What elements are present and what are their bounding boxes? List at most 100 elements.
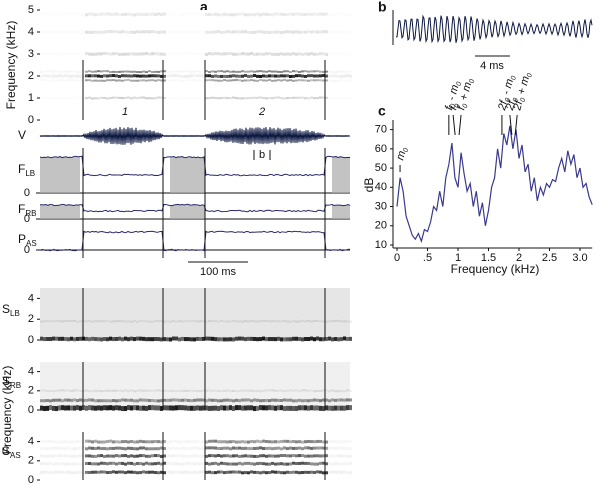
spectrogram-band xyxy=(73,454,76,458)
spectrogram-band xyxy=(241,446,244,450)
spectrogram-band xyxy=(58,74,61,78)
spectrogram-band xyxy=(259,454,262,458)
spectrogram-band xyxy=(244,405,247,411)
spectrogram-band xyxy=(160,405,163,411)
spectrogram-band xyxy=(151,405,154,411)
spectrogram-band xyxy=(52,71,55,73)
spectrogram-band xyxy=(349,320,352,323)
y-tick-label: 4 xyxy=(28,26,34,38)
spectrogram-band xyxy=(73,462,76,466)
spectrogram-band xyxy=(346,454,349,458)
spectrogram-band xyxy=(319,74,322,78)
spectrogram-band xyxy=(67,462,70,466)
spectrogram-band xyxy=(214,446,217,450)
spectrogram-band xyxy=(334,319,337,322)
spectrogram-band xyxy=(58,53,61,56)
spectrogram-band xyxy=(340,440,343,443)
spectrogram-band xyxy=(349,97,352,99)
spectrogram-band xyxy=(127,52,130,56)
spectrogram-band xyxy=(43,447,46,450)
spectrogram-band xyxy=(145,79,148,82)
spectrogram-band xyxy=(151,454,154,458)
spectrogram-band xyxy=(223,79,226,82)
spectrogram-band xyxy=(337,52,340,55)
spectrogram-band xyxy=(199,53,202,56)
spectrogram-band xyxy=(241,74,244,78)
spectrogram-band xyxy=(106,12,109,16)
spectrogram-band xyxy=(289,471,292,475)
spectrogram-band xyxy=(151,79,154,82)
spectrogram-band xyxy=(256,446,259,450)
spectrogram-band xyxy=(112,389,115,392)
spectrogram-band xyxy=(193,97,196,99)
spectrogram-band xyxy=(295,446,298,450)
spectrogram-band xyxy=(196,97,199,99)
y-tick-label: 20 xyxy=(375,220,387,232)
spectrogram-band xyxy=(106,389,109,392)
spectrogram-band xyxy=(94,447,97,451)
spectrogram-band xyxy=(235,97,238,100)
spectrogram-band xyxy=(301,13,304,17)
spectrogram-band xyxy=(190,471,193,475)
spectrogram-band xyxy=(139,30,142,34)
y-axis-title: dB xyxy=(362,178,376,193)
spectrogram-band xyxy=(310,30,313,34)
spectrogram-band xyxy=(301,70,304,73)
spectrogram-band xyxy=(136,471,139,475)
spectrogram-band xyxy=(67,53,70,56)
spectrogram-band xyxy=(217,446,220,450)
spectrogram-band xyxy=(271,470,274,474)
spectrogram-band xyxy=(88,454,91,458)
spectrogram-band xyxy=(211,96,214,99)
spectrogram-band xyxy=(274,74,277,78)
spectrogram-band xyxy=(304,399,307,403)
spectrogram-band xyxy=(172,74,175,78)
spectrogram-band xyxy=(304,470,307,474)
spectrogram-band xyxy=(160,79,163,82)
spectrogram-band xyxy=(139,439,142,443)
spectrogram-band xyxy=(307,52,310,56)
spectrogram-band xyxy=(49,337,52,342)
spectrogram-band xyxy=(196,405,199,411)
spectrogram-band xyxy=(232,337,235,342)
spectrogram-band xyxy=(52,471,55,475)
spectrogram-band xyxy=(253,96,256,99)
spectrogram-band xyxy=(181,53,184,56)
spectrogram-band xyxy=(199,440,202,443)
spectrogram-band xyxy=(184,440,187,443)
spectrogram-band xyxy=(343,74,346,78)
spectrogram-band xyxy=(262,439,265,443)
leader-line xyxy=(458,114,462,136)
spectrogram-band xyxy=(328,446,331,450)
spectrogram-band xyxy=(343,336,346,341)
spectrogram-band xyxy=(349,454,352,458)
spectrogram-band xyxy=(67,454,70,458)
spectrogram-band xyxy=(43,337,46,342)
spectrogram-band xyxy=(163,74,166,78)
spectrogram-band xyxy=(310,70,313,73)
spectrogram-band xyxy=(217,454,220,458)
spectrogram-band xyxy=(190,74,193,78)
spectrogram-band xyxy=(67,71,70,73)
spectrogram-band xyxy=(181,389,184,392)
spectrogram-band xyxy=(109,12,112,16)
spectrogram-band xyxy=(109,97,112,100)
spectrogram-band xyxy=(286,337,289,342)
spectrogram-band xyxy=(103,470,106,474)
spectrogram-band xyxy=(259,13,262,17)
spectrogram-band xyxy=(94,52,97,56)
spectrogram-band xyxy=(103,30,106,34)
spectrogram-band xyxy=(280,320,283,323)
spectrogram-band xyxy=(61,79,64,81)
spectrogram-band xyxy=(322,320,325,323)
spectrogram-band xyxy=(145,405,148,411)
spectrogram-band xyxy=(244,337,247,342)
peak-annotation: 2f0 + m0 xyxy=(511,71,534,113)
spectrogram-band xyxy=(256,96,259,99)
spectrogram-band xyxy=(331,470,334,474)
spectrogram-band xyxy=(217,440,220,444)
spectrogram-band xyxy=(97,13,100,17)
spectrogram-band xyxy=(118,405,121,411)
spectrogram-band xyxy=(49,461,52,465)
spectrogram-band xyxy=(49,97,52,99)
